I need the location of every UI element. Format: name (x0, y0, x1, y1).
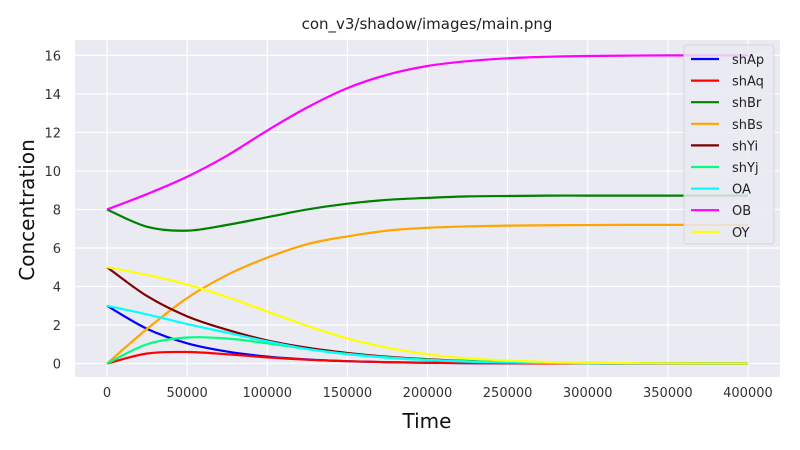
y-tick-label: 8 (53, 203, 61, 218)
legend-label-oy: OY (732, 226, 750, 241)
y-axis-label: Concentration (15, 139, 39, 280)
y-tick-label: 6 (53, 242, 61, 257)
x-axis-label: Time (402, 409, 452, 433)
y-tick-label: 0 (53, 358, 61, 373)
x-axis-ticks: 0 50000 100000 150000 200000 250000 300000 3500… (103, 386, 773, 401)
legend-label-shbr: shBr (732, 96, 762, 111)
x-tick-label: 100000 (242, 386, 292, 401)
series-line-oy (106, 266, 748, 365)
legend-label-shap: shAp (732, 53, 764, 68)
x-tick-label: 0 (103, 386, 111, 401)
series-line-shbr (106, 194, 748, 232)
y-tick-label: 10 (44, 165, 61, 180)
legend-label-shyj: shYj (732, 161, 759, 176)
y-axis-ticks: 0 2 4 6 8 10 12 14 16 (44, 49, 61, 372)
y-tick-label: 16 (44, 49, 61, 64)
y-tick-label: 4 (53, 280, 61, 295)
x-tick-label: 400000 (723, 386, 773, 401)
y-tick-label: 2 (53, 319, 61, 334)
series-lines (106, 54, 748, 365)
series-line-ob (106, 54, 748, 211)
legend-label-shbs: shBs (732, 118, 763, 133)
x-tick-label: 300000 (563, 386, 613, 401)
chart-title: con_v3/shadow/images/main.png (302, 15, 553, 34)
legend-label-shyi: shYi (732, 139, 758, 154)
x-tick-label: 50000 (166, 386, 207, 401)
y-tick-label: 12 (44, 126, 61, 141)
series-line-shbs (106, 223, 748, 365)
legend-label-ob: OB (732, 204, 751, 219)
legend-box (683, 44, 775, 245)
legend: shAp shAq shBr shBs shYi shYj OA OB OY (683, 44, 775, 245)
x-tick-label: 250000 (483, 386, 533, 401)
x-tick-label: 350000 (643, 386, 693, 401)
x-tick-label: 150000 (323, 386, 373, 401)
x-tick-label: 200000 (403, 386, 453, 401)
legend-label-oa: OA (732, 183, 751, 198)
y-tick-label: 14 (44, 88, 61, 103)
legend-label-shaq: shAq (732, 75, 764, 90)
